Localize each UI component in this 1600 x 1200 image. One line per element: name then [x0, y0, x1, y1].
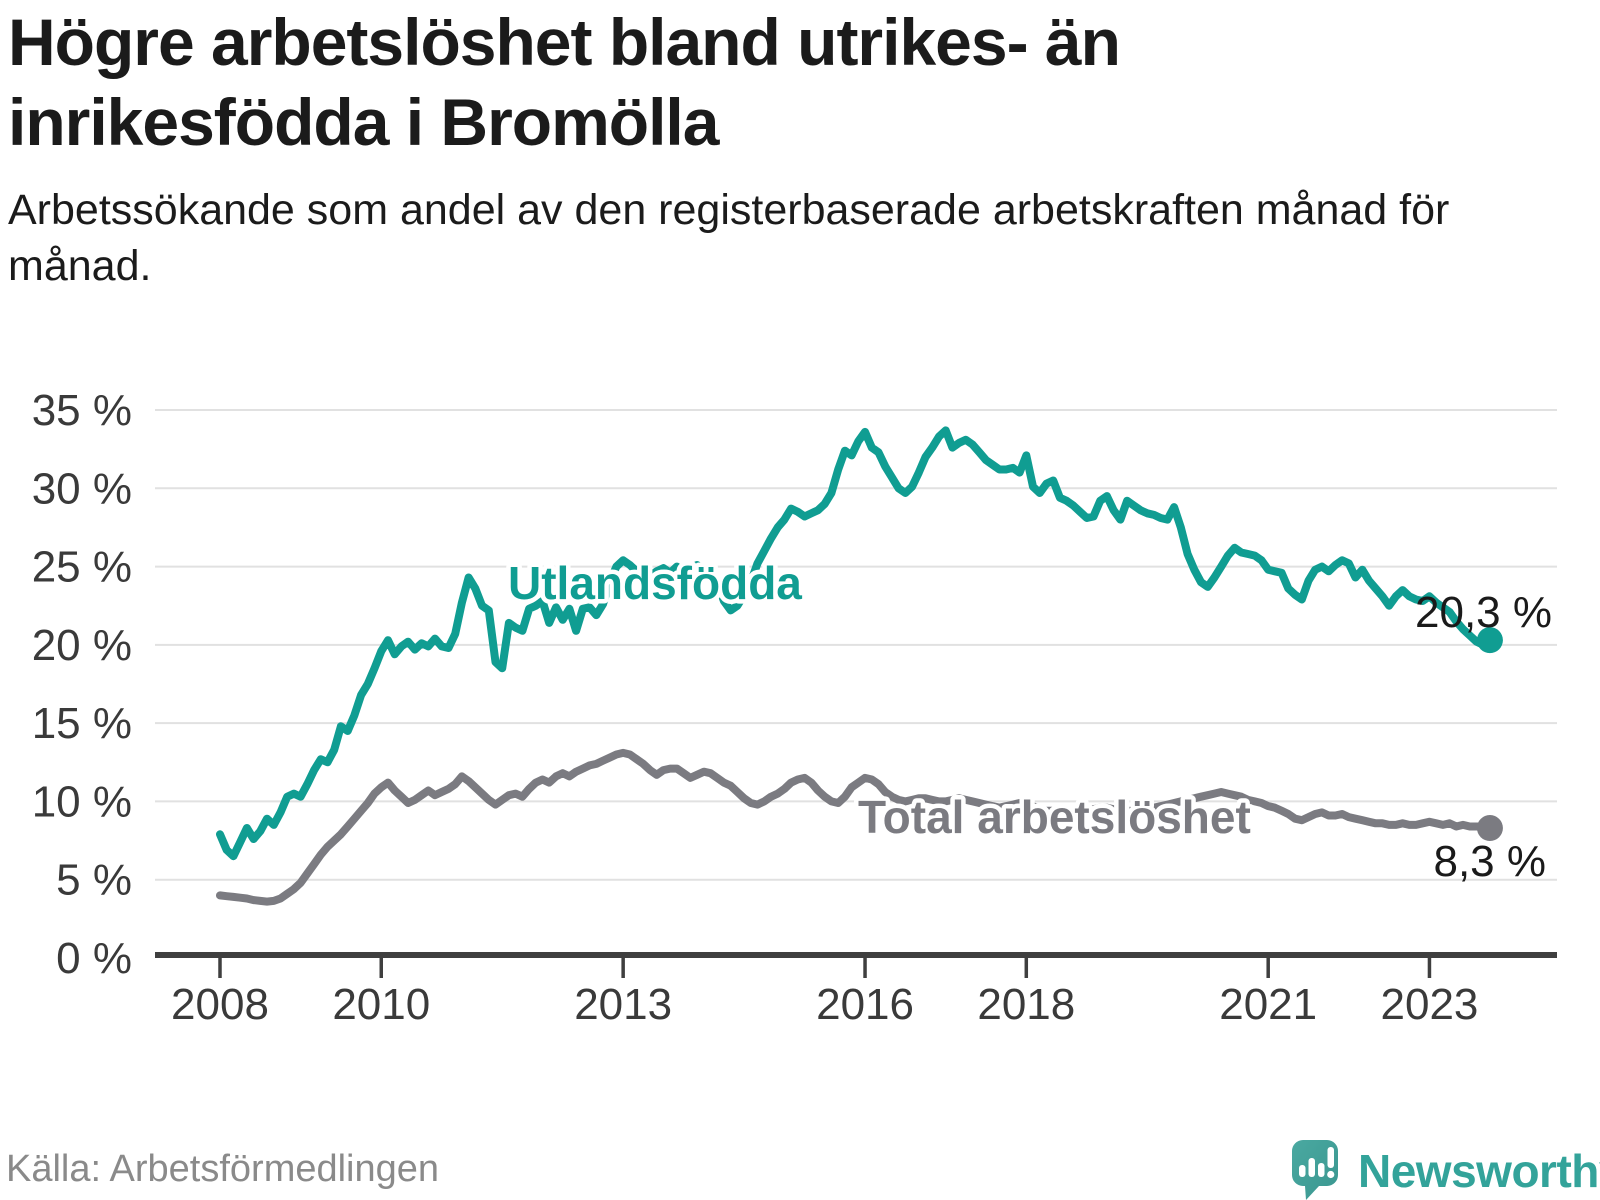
series-label: Total arbetslöshet: [858, 791, 1251, 843]
x-axis-tick-label: 2023: [1381, 980, 1479, 1029]
x-axis-tick-label: 2018: [977, 980, 1075, 1029]
series-label: Utlandsfödda: [508, 557, 802, 609]
series-line-total: [216, 748, 1494, 906]
x-axis-tick-label: 2013: [574, 980, 672, 1029]
y-axis-tick-label: 25 %: [32, 543, 132, 592]
source-note: Källa: Arbetsförmedlingen: [6, 1148, 440, 1190]
series-line-utlandsfodda: [216, 426, 1494, 861]
y-axis-tick-label: 0 %: [56, 934, 132, 983]
y-axis-tick-label: 30 %: [32, 464, 132, 513]
series-end-dot: [1476, 815, 1503, 842]
newsworthy-wordmark: Newsworthy: [1358, 1145, 1600, 1197]
page-subtitle: Arbetssökande som andel av den registerb…: [8, 186, 1450, 290]
series-end-value-label: 8,3 %: [1433, 837, 1546, 886]
x-axis-tick-label: 2021: [1219, 980, 1317, 1029]
newsworthy-bubble-chart-icon: [1292, 1140, 1338, 1200]
y-axis-tick-label: 5 %: [56, 856, 132, 905]
series-end-value-label: 20,3 %: [1415, 588, 1552, 637]
x-axis-tick-label: 2010: [332, 980, 430, 1029]
y-axis-tick-label: 15 %: [32, 699, 132, 748]
y-axis-tick-label: 35 %: [32, 386, 132, 435]
newsworthy-logo: Newsworthy: [1290, 1138, 1600, 1200]
x-axis-tick-label: 2016: [816, 980, 914, 1029]
y-axis-tick-label: 10 %: [32, 777, 132, 826]
y-axis-tick-label: 20 %: [32, 621, 132, 670]
x-axis-tick-label: 2008: [171, 980, 269, 1029]
page-title: Högre arbetslöshet bland utrikes- än inr…: [8, 5, 1121, 159]
series-end-dot: [1476, 627, 1503, 654]
